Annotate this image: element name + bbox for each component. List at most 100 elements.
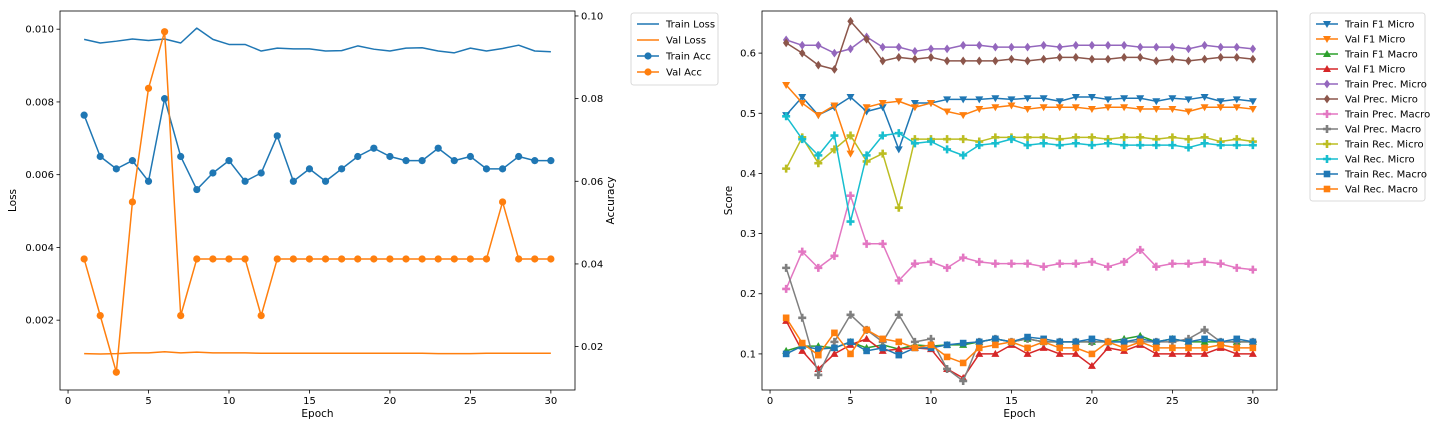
data-point [943, 96, 952, 104]
loss-accuracy-chart: 0 5 10 15 20 25 30Epoch0.0020.0040.0060.0080.0… [7, 10, 719, 420]
x-tick-label: 0 [65, 396, 71, 407]
data-point [547, 157, 555, 165]
y2-axis-label: Accuracy [605, 177, 617, 225]
data-point [1233, 42, 1240, 52]
data-point [798, 339, 806, 347]
data-point [959, 135, 968, 144]
data-point [975, 141, 984, 150]
y2-tick-label: 0.04 [581, 259, 603, 270]
legend-box [1309, 12, 1426, 202]
data-point [927, 341, 935, 349]
data-point [1249, 338, 1257, 346]
data-point [241, 177, 249, 185]
data-point [1120, 95, 1129, 103]
data-point [862, 334, 871, 342]
legend-entry: Val Prec. Macro [1316, 125, 1421, 136]
data-point [434, 144, 442, 152]
data-point [976, 40, 983, 50]
legend: Train Loss Val Loss Train Acc Val Acc [630, 12, 719, 86]
y-tick-label: 0.006 [25, 170, 54, 181]
data-point [975, 257, 984, 266]
data-point [1039, 139, 1048, 148]
data-point [402, 157, 410, 165]
data-point [1168, 349, 1177, 357]
y2-tick-label: 0.02 [581, 342, 603, 353]
data-point [1088, 350, 1096, 358]
data-point [782, 350, 790, 358]
legend-marker [1323, 79, 1331, 89]
data-point [1120, 338, 1128, 346]
legend-entry: Val F1 Micro [1316, 35, 1405, 46]
data-point [1248, 141, 1257, 150]
data-point [878, 104, 887, 112]
data-point [815, 351, 822, 359]
legend-label: Val Acc [666, 68, 702, 79]
data-point [894, 310, 903, 319]
series-val-rec-micro [782, 112, 1257, 226]
data-point [1055, 104, 1064, 112]
data-point [1104, 54, 1112, 64]
data-point [1136, 106, 1145, 114]
x-tick-label: 0 [767, 396, 773, 407]
y-tick-label: 0.1 [740, 349, 756, 360]
data-point [1152, 338, 1160, 346]
data-point [1233, 52, 1240, 62]
y2-axis: 0.02 0.04 0.06 0.08 0.10 [575, 11, 603, 353]
data-point [814, 159, 823, 168]
data-point [782, 263, 791, 272]
data-point [798, 135, 807, 144]
data-point [1232, 349, 1241, 357]
data-point [782, 284, 791, 293]
data-point [450, 157, 458, 165]
data-point [814, 112, 823, 120]
data-point [1039, 343, 1048, 351]
data-point [1072, 344, 1080, 352]
data-point [1023, 95, 1032, 103]
data-point [911, 344, 919, 352]
data-point [894, 345, 903, 353]
data-point [1023, 349, 1032, 357]
data-point [1087, 133, 1096, 142]
legend-label: Train Acc [665, 52, 711, 63]
data-point [370, 255, 378, 263]
data-point [782, 38, 790, 48]
data-point [846, 310, 855, 319]
data-point [1233, 335, 1241, 343]
data-point [798, 247, 807, 256]
data-point [846, 150, 855, 158]
data-point [1248, 265, 1257, 274]
data-point [894, 129, 903, 138]
data-point [1072, 338, 1080, 346]
data-point [846, 94, 855, 102]
data-point [321, 177, 330, 185]
data-point [1007, 102, 1016, 110]
y-tick-label: 0.5 [740, 109, 756, 120]
data-point [209, 255, 217, 263]
data-point [1087, 94, 1096, 102]
data-point [1168, 95, 1177, 103]
data-point [1055, 349, 1064, 357]
x-axis-label: Epoch [1003, 408, 1035, 420]
y-tick-label: 0.3 [740, 229, 756, 240]
x-tick-label: 30 [544, 396, 557, 407]
score-chart: 0 5 10 15 20 25 30 Epoch 0.1 0.2 0.3 0.4 0.5 0.6 Score… [723, 10, 1430, 420]
data-point [879, 335, 887, 343]
legend-box [630, 12, 719, 86]
data-point [209, 169, 217, 177]
data-point [418, 157, 426, 165]
data-point [1168, 141, 1177, 150]
legend-label: Val Loss [666, 36, 706, 47]
data-point [1248, 98, 1257, 106]
legend-entry: Train Rec. Macro [1316, 170, 1427, 181]
data-point [1152, 349, 1161, 357]
data-point [1120, 257, 1129, 266]
data-point [799, 40, 806, 50]
data-point [910, 100, 919, 108]
legend-label: Val Prec. Macro [1345, 125, 1421, 136]
legend-entry: Train F1 Macro [1316, 50, 1418, 61]
data-point [1040, 338, 1047, 346]
data-point [1071, 94, 1080, 102]
data-point [878, 239, 887, 248]
data-point [894, 98, 903, 106]
data-point [815, 60, 822, 70]
